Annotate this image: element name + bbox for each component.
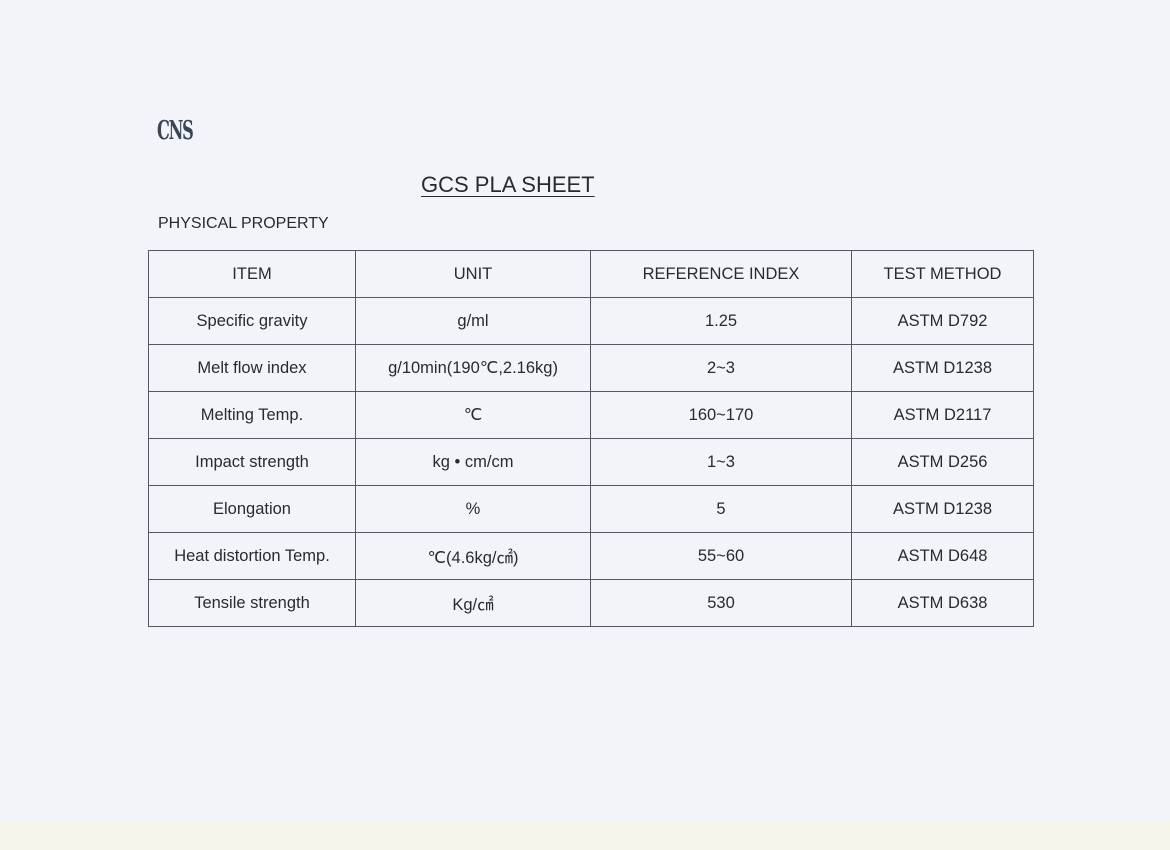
cell-item: Tensile strength bbox=[148, 579, 356, 627]
section-heading: PHYSICAL PROPERTY bbox=[158, 215, 329, 232]
document-title: GCS PLA SHEET bbox=[421, 172, 595, 197]
cell-test-method: ASTM D256 bbox=[851, 438, 1034, 486]
table-row: Impact strength kg • cm/cm 1~3 ASTM D256 bbox=[148, 438, 1034, 486]
cell-item: Heat distortion Temp. bbox=[148, 532, 356, 580]
cell-test-method: ASTM D638 bbox=[851, 579, 1034, 627]
cell-item: Elongation bbox=[148, 485, 356, 533]
cell-item: Melt flow index bbox=[148, 344, 356, 392]
scan-edge bbox=[0, 822, 1170, 850]
cell-test-method: ASTM D1238 bbox=[851, 344, 1034, 392]
cell-unit: g/ml bbox=[355, 297, 591, 345]
cell-unit: ℃ bbox=[355, 391, 591, 439]
cell-reference-index: 1.25 bbox=[590, 297, 852, 345]
table-row: Elongation% 5 ASTM D1238 bbox=[148, 485, 1034, 533]
header-reference-index: REFERENCE INDEX bbox=[590, 250, 852, 298]
table-row: Heat distortion Temp. ℃(4.6kg/㎠) 55~60 ASTM… bbox=[148, 532, 1034, 580]
cell-test-method: ASTM D648 bbox=[851, 532, 1034, 580]
table-header-row: ITEM UNIT REFERENCE INDEX TEST METHOD bbox=[148, 250, 1034, 298]
cell-unit: Kg/㎠ bbox=[355, 579, 591, 627]
header-test-method: TEST METHOD bbox=[851, 250, 1034, 298]
cell-item: Impact strength bbox=[148, 438, 356, 486]
cell-reference-index: 160~170 bbox=[590, 391, 852, 439]
table-row: Melting Temp. ℃ 160~170 ASTM D2117 bbox=[148, 391, 1034, 439]
table-row: Tensile strength Kg/㎠ 530 ASTM D638 bbox=[148, 579, 1034, 627]
header-unit: UNIT bbox=[355, 250, 591, 298]
cell-test-method: ASTM D1238 bbox=[851, 485, 1034, 533]
header-item: ITEM bbox=[148, 250, 356, 298]
cell-unit: kg • cm/cm bbox=[355, 438, 591, 486]
property-table: ITEM UNIT REFERENCE INDEX TEST METHOD Sp… bbox=[148, 250, 1034, 627]
cell-reference-index: 1~3 bbox=[590, 438, 852, 486]
table-row: Specific gravity g/ml 1.25 ASTM D792 bbox=[148, 297, 1034, 345]
cell-reference-index: 5 bbox=[590, 485, 852, 533]
cell-reference-index: 530 bbox=[590, 579, 852, 627]
cell-reference-index: 55~60 bbox=[590, 532, 852, 580]
table-row: Melt flow index g/10min(190℃,2.16kg) 2~3 AS… bbox=[148, 344, 1034, 392]
company-logo: CNS bbox=[157, 116, 194, 146]
cell-item: Melting Temp. bbox=[148, 391, 356, 439]
cell-reference-index: 2~3 bbox=[590, 344, 852, 392]
cell-test-method: ASTM D2117 bbox=[851, 391, 1034, 439]
cell-unit: % bbox=[355, 485, 591, 533]
cell-item: Specific gravity bbox=[148, 297, 356, 345]
cell-test-method: ASTM D792 bbox=[851, 297, 1034, 345]
cell-unit: ℃(4.6kg/㎠) bbox=[355, 532, 591, 580]
cell-unit: g/10min(190℃,2.16kg) bbox=[355, 344, 591, 392]
